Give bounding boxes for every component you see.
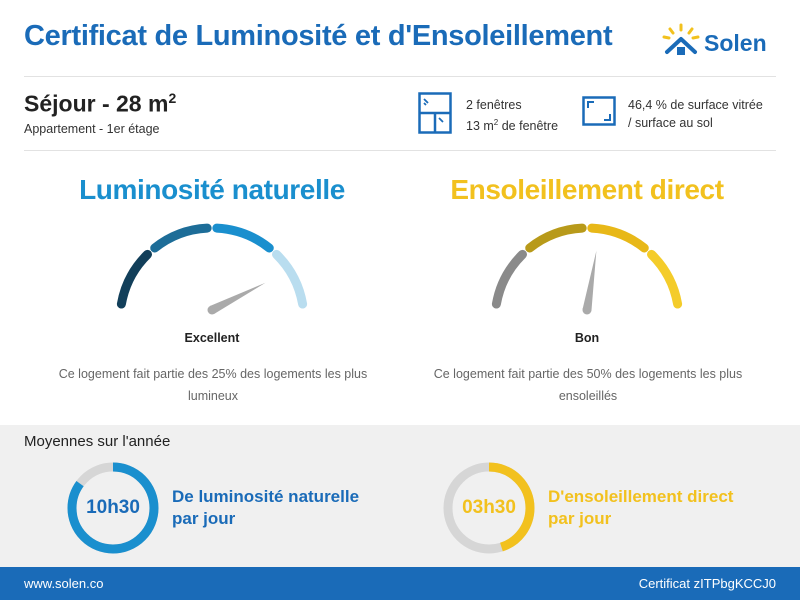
luminosity-ring	[67, 462, 159, 554]
luminosity-hours: 10h30	[86, 497, 140, 518]
divider-middle	[24, 150, 776, 151]
sunshine-description: Ce logement fait partie des 50% des loge…	[433, 367, 743, 403]
page-title: Certificat de Luminosité et d'Ensoleille…	[24, 20, 613, 52]
surface-ratio-icon	[582, 96, 616, 126]
luminosity-gauge-segment-3	[212, 223, 274, 253]
luminosity-ring-progress	[67, 462, 159, 554]
logo-text: Solen	[704, 30, 767, 56]
sunshine-rating: Bon	[574, 331, 600, 345]
footer: www.solen.co Certificat zITPbgKCCJ0	[0, 567, 800, 600]
sunshine-ring	[443, 462, 535, 554]
luminosity-description: Ce logement fait partie des 25% des loge…	[58, 367, 368, 403]
sunshine-gauge-segment-1	[491, 249, 528, 309]
sunshine-gauge-needle	[582, 250, 597, 311]
divider-top	[24, 76, 776, 77]
sunshine-gauge-hub	[582, 305, 592, 315]
luminosity-gauge-hub	[207, 305, 217, 315]
luminosity-gauge-needle	[209, 282, 266, 315]
sunshine-gauge-segment-2	[525, 223, 587, 253]
sunshine-hours: 03h30	[462, 497, 516, 518]
luminosity-gauge-segment-2	[150, 223, 212, 253]
window-icon	[418, 92, 452, 134]
solen-logo[interactable]: Solen	[660, 22, 780, 62]
sunshine-gauge-segment-3	[587, 223, 649, 253]
sunshine-gauge-segment-4	[646, 249, 683, 309]
windows-info: 2 fenêtres 13 m2 de fenêtre	[466, 98, 559, 134]
sunshine-gauge	[491, 223, 683, 315]
sunshine-ring-progress	[443, 462, 535, 554]
averages-section: Moyennes sur l'année 10h30 De luminosité…	[0, 425, 800, 567]
sunshine-title: Ensoleillement direct	[450, 174, 724, 205]
sunshine-hours-label: D'ensoleillement direct par jour	[548, 487, 734, 528]
luminosity-hours-label: De luminosité naturelle par jour	[172, 487, 360, 528]
averages-title: Moyennes sur l'année	[24, 433, 171, 450]
house-sun-icon	[662, 23, 700, 55]
website-link[interactable]: www.solen.co	[24, 576, 104, 591]
certificate-id: Certificat zITPbgKCCJ0	[638, 576, 776, 591]
luminosity-gauge-segment-4	[271, 249, 308, 309]
surface-ratio-info: 46,4 % de surface vitrée / surface au so…	[628, 98, 763, 130]
luminosity-gauge	[116, 223, 308, 315]
room-title: Séjour - 28 m2	[24, 90, 177, 117]
luminosity-rating: Excellent	[184, 331, 240, 345]
luminosity-title: Luminosité naturelle	[79, 174, 345, 205]
luminosity-gauge-segment-1	[116, 249, 153, 309]
room-subtitle: Appartement - 1er étage	[24, 122, 160, 136]
